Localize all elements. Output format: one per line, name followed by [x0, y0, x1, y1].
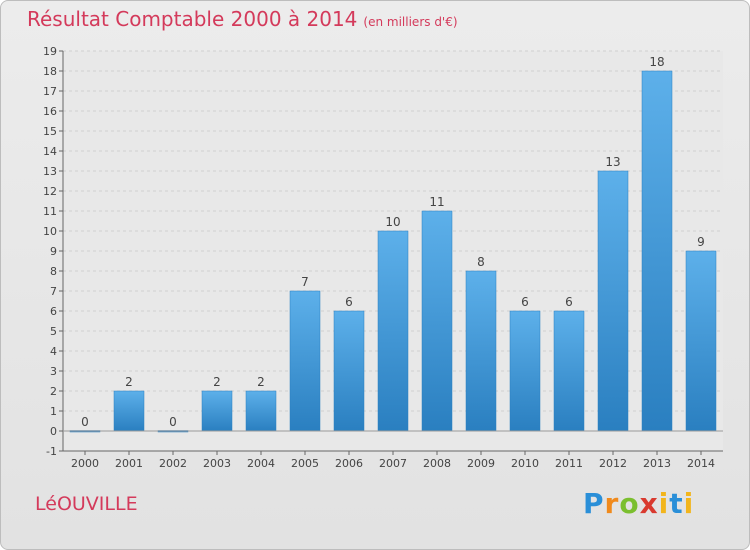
bar-value-label: 6	[521, 295, 529, 309]
bar-value-label: 6	[565, 295, 573, 309]
y-tick-label: 18	[43, 65, 57, 78]
y-tick-label: 6	[50, 305, 57, 318]
proxiti-logo[interactable]: Proxiti	[583, 487, 695, 520]
bar-2012	[597, 170, 629, 432]
y-tick-label: 15	[43, 125, 57, 138]
bar-2007	[377, 230, 409, 432]
bar-2013	[641, 70, 673, 432]
x-tick-label: 2007	[379, 457, 407, 470]
bar-2014	[685, 250, 717, 432]
bar-value-label: 2	[125, 375, 133, 389]
y-tick-label: 17	[43, 85, 57, 98]
y-tick-label: 11	[43, 205, 57, 218]
bar-2004	[245, 390, 277, 432]
y-tick-label: 13	[43, 165, 57, 178]
x-tick-label: 2005	[291, 457, 319, 470]
bar-2010	[509, 310, 541, 432]
bar-value-label: 13	[605, 155, 620, 169]
bar-2005	[289, 290, 321, 432]
y-tick-label: -1	[46, 445, 57, 458]
x-tick-label: 2001	[115, 457, 143, 470]
bar-value-label: 9	[697, 235, 705, 249]
bar-value-label: 11	[429, 195, 444, 209]
x-tick-label: 2012	[599, 457, 627, 470]
x-tick-label: 2003	[203, 457, 231, 470]
x-tick-label: 2008	[423, 457, 451, 470]
y-tick-label: 4	[50, 345, 57, 358]
x-tick-label: 2000	[71, 457, 99, 470]
y-tick-label: 14	[43, 145, 57, 158]
x-tick-label: 2006	[335, 457, 363, 470]
x-tick-label: 2014	[687, 457, 715, 470]
chart-title: Résultat Comptable 2000 à 2014 (en millie…	[27, 7, 458, 31]
y-tick-label: 16	[43, 105, 57, 118]
y-tick-label: 8	[50, 265, 57, 278]
bar-value-label: 10	[385, 215, 400, 229]
bar-value-label: 18	[649, 55, 664, 69]
y-tick-label: 0	[50, 425, 57, 438]
town-name: LéOUVILLE	[35, 493, 138, 515]
bar-2001	[113, 390, 145, 432]
y-tick-label: 12	[43, 185, 57, 198]
y-tick-label: 2	[50, 385, 57, 398]
y-tick-label: 9	[50, 245, 57, 258]
bar-value-label: 2	[257, 375, 265, 389]
bar-2003	[201, 390, 233, 432]
y-tick-label: 10	[43, 225, 57, 238]
bar-value-label: 6	[345, 295, 353, 309]
bar-value-label: 0	[169, 415, 177, 429]
x-tick-label: 2010	[511, 457, 539, 470]
bar-value-label: 0	[81, 415, 89, 429]
bar-value-label: 8	[477, 255, 485, 269]
y-tick-label: 3	[50, 365, 57, 378]
y-tick-label: 5	[50, 325, 57, 338]
title-text: Résultat Comptable 2000 à 2014	[27, 7, 358, 31]
y-tick-label: 7	[50, 285, 57, 298]
x-tick-label: 2013	[643, 457, 671, 470]
bar-2009	[465, 270, 497, 432]
bar-value-label: 2	[213, 375, 221, 389]
bar-2008	[421, 210, 453, 432]
x-tick-label: 2009	[467, 457, 495, 470]
y-tick-label: 1	[50, 405, 57, 418]
x-tick-label: 2004	[247, 457, 275, 470]
bar-2006	[333, 310, 365, 432]
bar-value-label: 7	[301, 275, 309, 289]
x-tick-label: 2002	[159, 457, 187, 470]
bar-2011	[553, 310, 585, 432]
chart-subtitle: (en milliers d'€)	[363, 15, 458, 29]
y-tick-label: 19	[43, 45, 57, 58]
x-tick-label: 2011	[555, 457, 583, 470]
